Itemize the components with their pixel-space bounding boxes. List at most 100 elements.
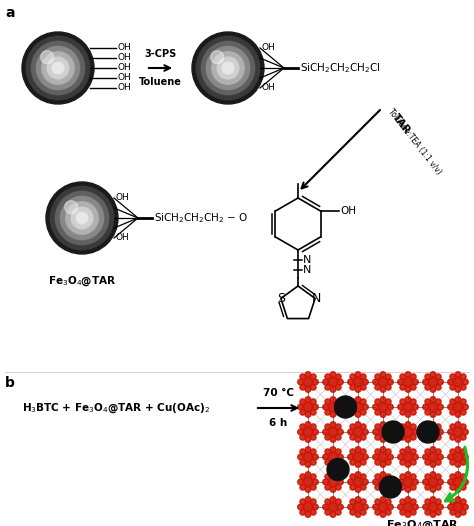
Circle shape [430,412,436,417]
Circle shape [423,479,428,485]
Circle shape [363,404,368,410]
Circle shape [380,472,386,477]
Circle shape [430,497,436,502]
Circle shape [461,374,466,379]
Circle shape [455,422,461,427]
Circle shape [385,385,391,390]
Circle shape [413,479,418,485]
Circle shape [310,499,316,504]
Circle shape [300,474,306,480]
Circle shape [76,212,88,224]
Circle shape [450,410,456,415]
Circle shape [373,429,378,435]
Circle shape [428,402,438,411]
Circle shape [330,512,336,517]
Circle shape [336,410,341,415]
Circle shape [330,372,336,377]
Circle shape [300,499,306,504]
Circle shape [400,385,405,390]
Circle shape [361,385,366,390]
Circle shape [330,497,336,502]
Circle shape [438,404,443,410]
Circle shape [380,437,386,442]
Circle shape [428,478,438,487]
Circle shape [455,487,461,492]
Circle shape [303,452,312,461]
Circle shape [375,460,381,465]
Circle shape [398,479,403,485]
Circle shape [305,387,311,392]
Circle shape [350,385,356,390]
Circle shape [425,424,430,430]
Text: 70 °C: 70 °C [263,388,294,398]
Circle shape [461,385,466,390]
Circle shape [438,454,443,460]
Circle shape [461,484,466,490]
Circle shape [410,449,416,454]
Circle shape [196,36,260,100]
Circle shape [461,410,466,415]
Circle shape [336,510,341,515]
Circle shape [454,402,463,411]
Circle shape [448,479,453,485]
Circle shape [410,424,416,430]
Circle shape [410,499,416,504]
Circle shape [305,447,311,452]
Circle shape [448,454,453,460]
Circle shape [298,404,303,410]
Circle shape [300,385,306,390]
Circle shape [336,499,341,504]
Circle shape [337,429,343,435]
Circle shape [42,52,74,84]
Circle shape [348,479,353,485]
Circle shape [455,497,461,502]
Circle shape [65,201,78,214]
Circle shape [405,422,411,427]
Circle shape [450,484,456,490]
Circle shape [455,447,461,452]
Circle shape [448,404,453,410]
Circle shape [379,428,388,437]
Circle shape [330,422,336,427]
Circle shape [430,472,436,477]
Circle shape [405,387,411,392]
Circle shape [348,429,353,435]
Circle shape [398,504,403,510]
Circle shape [375,399,381,404]
Circle shape [436,410,441,415]
Circle shape [450,434,456,440]
Circle shape [455,372,461,377]
Circle shape [310,449,316,454]
Circle shape [430,512,436,517]
Text: N: N [303,255,311,265]
Text: S: S [277,292,285,305]
Circle shape [336,449,341,454]
Circle shape [305,397,311,402]
Circle shape [303,502,312,511]
Circle shape [385,410,391,415]
Circle shape [348,404,353,410]
Circle shape [350,399,356,404]
Circle shape [348,504,353,510]
Circle shape [461,510,466,515]
Circle shape [385,374,391,379]
Circle shape [361,449,366,454]
Circle shape [328,402,337,411]
Circle shape [355,472,361,477]
Circle shape [388,504,393,510]
Circle shape [450,474,456,480]
Circle shape [430,397,436,402]
Circle shape [330,397,336,402]
Circle shape [461,449,466,454]
Circle shape [300,449,306,454]
Circle shape [398,454,403,460]
Circle shape [379,452,388,461]
Circle shape [380,497,386,502]
Circle shape [450,510,456,515]
Circle shape [328,478,337,487]
Circle shape [463,429,468,435]
Circle shape [450,460,456,465]
Circle shape [410,460,416,465]
Circle shape [436,424,441,430]
Text: 3-CPS: 3-CPS [145,49,177,59]
